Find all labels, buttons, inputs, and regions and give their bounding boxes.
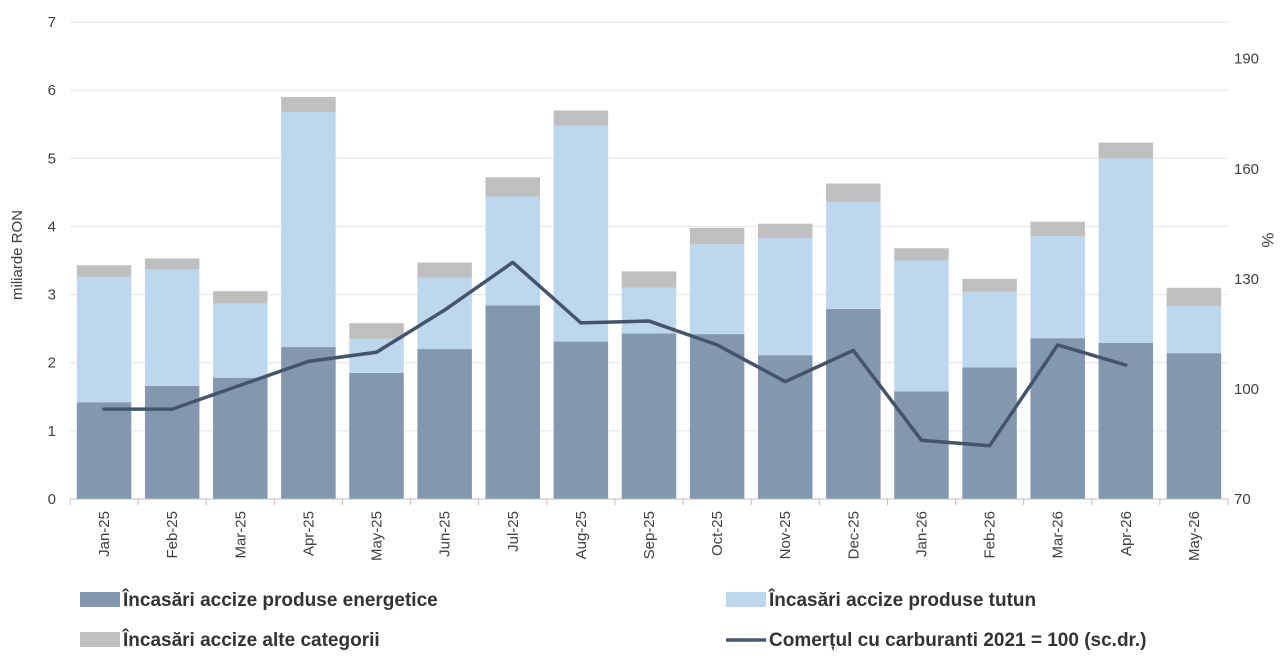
bar-alte-May-26 [1166, 287, 1222, 307]
bar-energetice-May-25 [349, 372, 404, 499]
y-tick-label: 7 [48, 14, 56, 31]
legend-label: Comerțul cu carburanti 2021 = 100 (sc.dr… [769, 630, 1147, 651]
bar-alte-Apr-25 [281, 96, 336, 112]
bar-alte-Mar-26 [1030, 221, 1085, 236]
bar-tutun-Nov-25 [757, 238, 813, 356]
bar-energetice-Nov-25 [757, 355, 813, 499]
bar-tutun-Apr-26 [1098, 158, 1154, 343]
legend: Încasări accize produse energetice Încasă… [80, 589, 1147, 651]
y-tick-label: 4 [48, 218, 56, 235]
bar-energetice-Dec-25 [826, 308, 881, 499]
x-tick-label: Oct-25 [709, 511, 726, 556]
bar-energetice-May-26 [1166, 353, 1222, 499]
y2-axis-title: % [1258, 232, 1277, 247]
y-tick-label: 3 [48, 287, 56, 304]
bar-energetice-Jul-25 [485, 305, 541, 499]
x-tick-label: Jan-26 [913, 511, 930, 557]
bar-alte-Dec-25 [826, 183, 881, 202]
legend-label: Încasări accize produse tutun [768, 589, 1036, 611]
x-tick-label: May-26 [1186, 511, 1203, 561]
bar-energetice-Sep-25 [621, 333, 677, 499]
x-tick-label: Aug-25 [573, 511, 590, 559]
bar-tutun-Jul-25 [485, 196, 541, 306]
bar-alte-Jan-25 [76, 265, 132, 277]
bar-alte-Jan-26 [894, 248, 949, 261]
legend-swatch [80, 592, 120, 607]
bar-energetice-Oct-25 [689, 334, 745, 499]
bar-tutun-Feb-26 [962, 291, 1017, 368]
x-tick-label: Apr-25 [300, 511, 317, 556]
line-series [102, 260, 1128, 448]
bar-energetice-Jun-25 [417, 349, 472, 499]
y2-tick-label: 100 [1234, 381, 1259, 398]
legend-swatch [726, 592, 766, 607]
bar-alte-Oct-25 [689, 227, 745, 245]
bar-energetice-Mar-25 [213, 377, 268, 499]
bar-tutun-Jan-26 [894, 260, 949, 392]
x-tick-label: Apr-26 [1118, 511, 1135, 556]
bar-energetice-Jan-25 [76, 402, 132, 499]
x-tick-label: Dec-25 [845, 511, 862, 559]
bar-tutun-May-26 [1166, 306, 1222, 354]
x-tick-label: Nov-25 [777, 511, 794, 559]
bar-energetice-Feb-26 [962, 367, 1017, 499]
x-tick-label: Sep-25 [641, 511, 658, 559]
y-tick-label: 1 [48, 423, 56, 440]
x-tick-label: Jun-25 [437, 511, 454, 557]
legend-label: Încasări accize alte categorii [122, 629, 380, 651]
line-comert-carburanti [102, 260, 1128, 448]
bar-series [76, 96, 1222, 499]
bar-tutun-Aug-25 [553, 125, 609, 342]
bar-alte-Aug-25 [553, 110, 609, 126]
bar-alte-Jul-25 [485, 177, 541, 197]
x-tick-label: Mar-26 [1050, 511, 1067, 559]
bar-alte-Feb-25 [144, 258, 200, 270]
bar-alte-Nov-25 [757, 223, 813, 239]
y-tick-label: 2 [48, 355, 56, 372]
bar-alte-Feb-26 [962, 278, 1017, 292]
bar-alte-Mar-25 [213, 291, 268, 304]
bar-tutun-Oct-25 [689, 244, 745, 335]
bar-tutun-Apr-25 [281, 111, 336, 348]
bar-energetice-Feb-25 [144, 385, 200, 499]
bar-alte-Apr-26 [1098, 142, 1154, 159]
bar-alte-Sep-25 [621, 271, 677, 288]
bar-alte-Jun-25 [417, 262, 472, 278]
y-tick-label: 5 [48, 150, 56, 167]
y-axis-title: miliarde RON [9, 210, 26, 300]
x-tick-label: Jul-25 [505, 511, 522, 552]
legend-label: Încasări accize produse energetice [122, 589, 438, 611]
bar-tutun-Jan-25 [76, 276, 132, 403]
bar-tutun-Mar-25 [213, 303, 268, 378]
x-tick-label: May-25 [369, 511, 386, 561]
y2-tick-label: 190 [1234, 51, 1259, 68]
legend-swatch [80, 632, 120, 647]
bar-tutun-Dec-25 [826, 201, 881, 309]
y2-tick-label: 130 [1234, 271, 1259, 288]
y-tick-label: 0 [48, 491, 56, 508]
bar-alte-May-25 [349, 323, 404, 339]
bar-tutun-Mar-26 [1030, 235, 1085, 339]
bar-energetice-Jan-26 [894, 391, 949, 499]
x-tick-label: Jan-25 [96, 511, 113, 557]
x-tick-label: Mar-25 [232, 511, 249, 559]
axes: 0 1 2 3 4 5 6 7 70 100 130 160 190 Jan-25 Feb-25 Mar-25… [48, 14, 1259, 561]
x-tick-label: Feb-26 [982, 511, 999, 559]
bar-energetice-Apr-25 [281, 347, 336, 499]
bar-energetice-Aug-25 [553, 341, 609, 499]
y2-tick-label: 160 [1234, 161, 1259, 178]
bar-energetice-Mar-26 [1030, 338, 1085, 499]
bar-tutun-Feb-25 [144, 269, 200, 386]
bar-tutun-Jun-25 [417, 277, 472, 350]
bar-energetice-Apr-26 [1098, 342, 1154, 499]
y-tick-label: 6 [48, 82, 56, 99]
x-tick-label: Feb-25 [164, 511, 181, 559]
y2-tick-label: 70 [1234, 491, 1251, 508]
